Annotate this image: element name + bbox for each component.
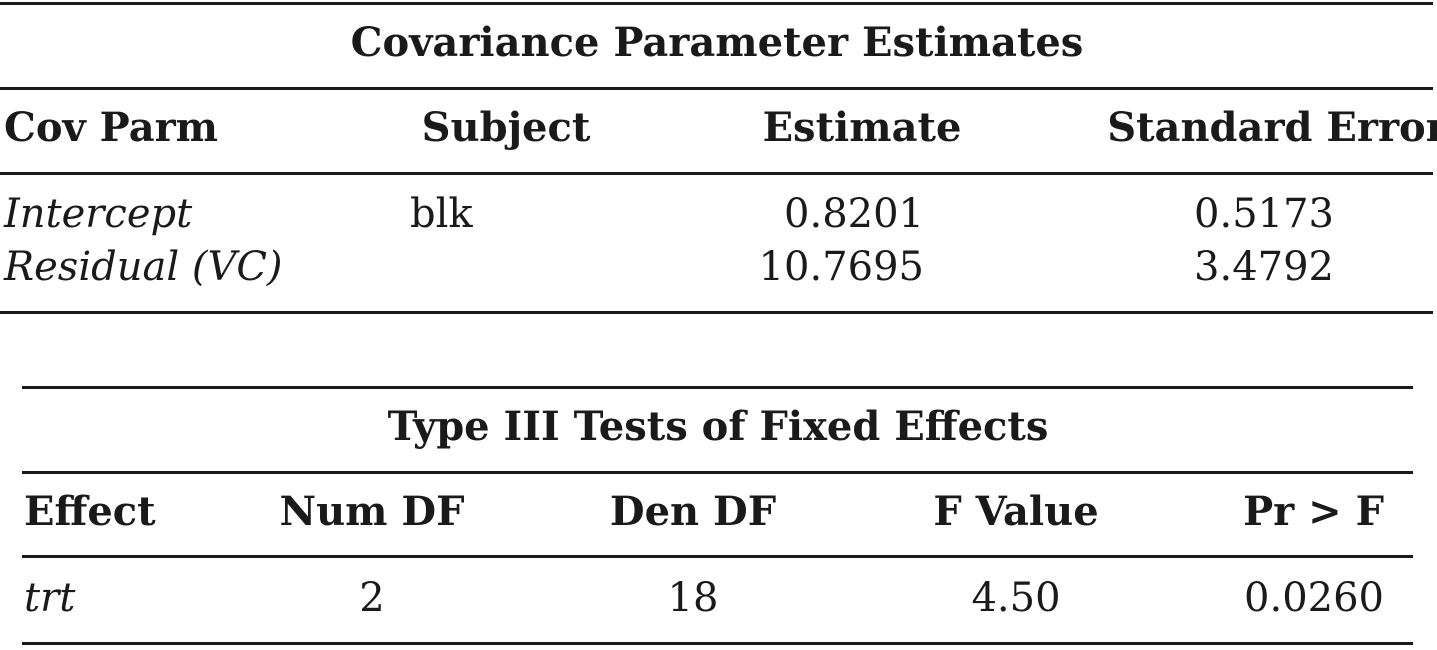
cell-effect: trt <box>24 575 76 621</box>
title-rule <box>0 87 1433 90</box>
table-title: Covariance Parameter Estimates <box>350 19 1084 66</box>
cell-estimate: 0.8201 <box>784 191 924 237</box>
header-rule <box>22 555 1413 558</box>
cell-standard-error: 3.4792 <box>1194 244 1334 290</box>
column-header-num-df: Num DF <box>279 488 465 535</box>
column-header-subject: Subject <box>421 104 591 151</box>
cell-den-df: 18 <box>667 575 719 621</box>
column-header-estimate: Estimate <box>762 104 962 151</box>
table-top-rule <box>22 386 1413 389</box>
column-header-standard-error: Standard Error <box>1107 104 1437 151</box>
cell-estimate: 10.7695 <box>758 244 924 290</box>
cell-pr-f: 0.0260 <box>1244 575 1384 621</box>
column-header-cov-parm: Cov Parm <box>4 104 219 151</box>
cell-num-df: 2 <box>359 575 385 621</box>
table-bottom-rule <box>22 642 1413 645</box>
table-title: Type III Tests of Fixed Effects <box>387 403 1049 450</box>
header-rule <box>0 172 1433 175</box>
title-rule <box>22 471 1413 474</box>
column-header-f-value: F Value <box>933 488 1099 535</box>
cell-cov-parm: Residual (VC) <box>4 244 283 290</box>
cell-standard-error: 0.5173 <box>1194 191 1334 237</box>
cell-cov-parm: Intercept <box>4 191 193 237</box>
column-header-effect: Effect <box>24 488 156 535</box>
column-header-pr-f: Pr > F <box>1243 488 1384 535</box>
cell-f-value: 4.50 <box>971 575 1061 621</box>
column-header-den-df: Den DF <box>609 488 777 535</box>
table-top-rule <box>0 2 1433 5</box>
cell-subject: blk <box>410 191 473 237</box>
table-bottom-rule <box>0 311 1433 314</box>
